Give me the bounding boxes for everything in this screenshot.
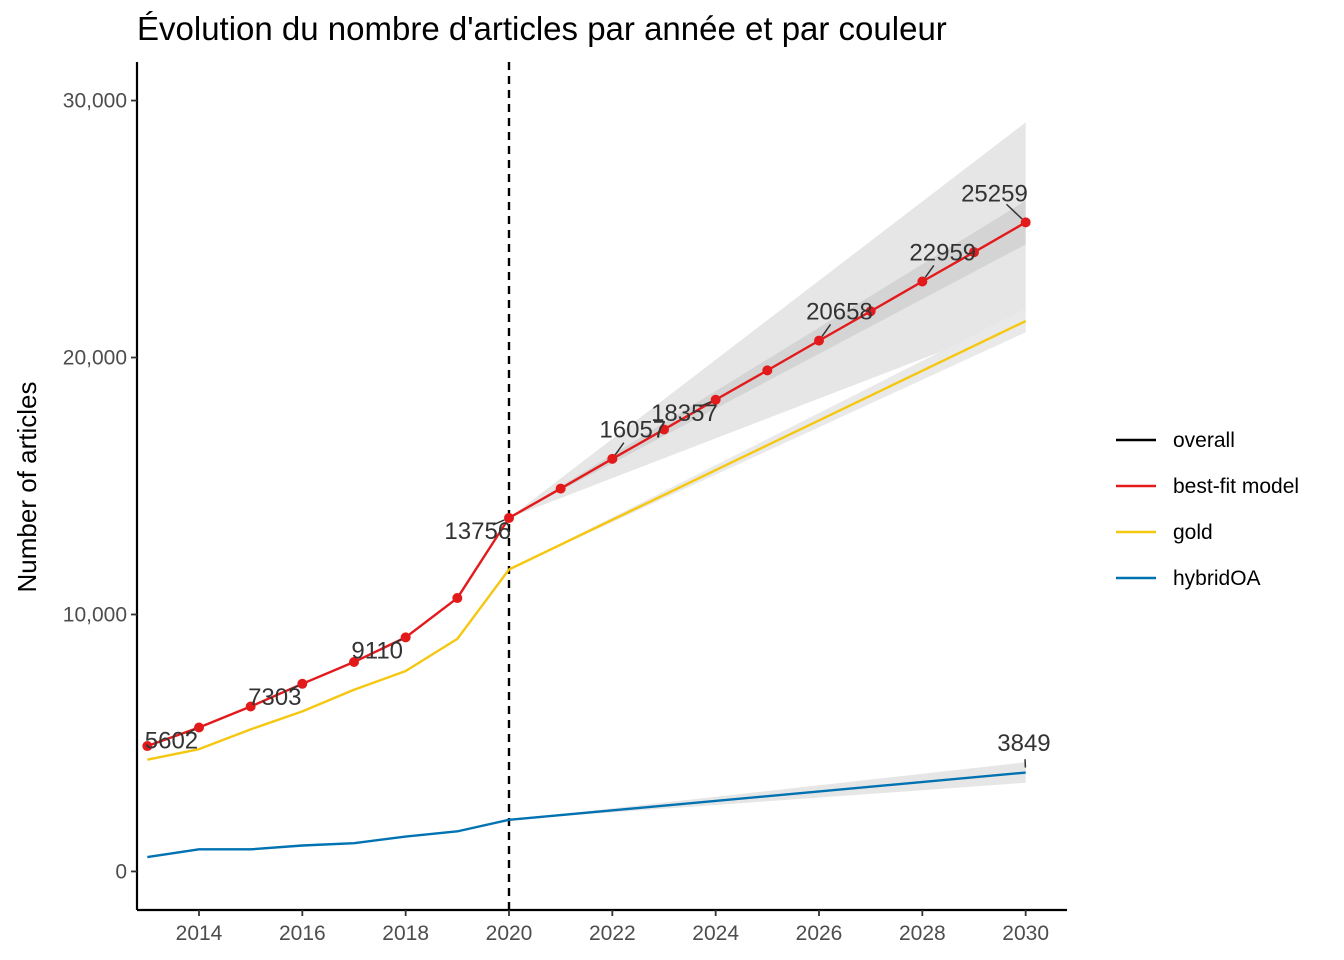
- chart-title: Évolution du nombre d'articles par année…: [137, 10, 947, 47]
- point-best-fit-model-2016: [297, 678, 308, 689]
- label-leader-18357: [699, 401, 712, 408]
- point-best-fit-model-2026: [814, 335, 824, 346]
- point-best-fit-model-2030: [1020, 217, 1031, 228]
- ribbon-0: [509, 122, 1026, 518]
- point-best-fit-model-2013: [142, 741, 153, 752]
- point-best-fit-model-2014: [194, 722, 204, 733]
- label-leader-22959: [924, 264, 935, 278]
- label-leader-16057: [614, 442, 625, 456]
- data-label-13756: 13756: [444, 518, 511, 545]
- point-best-fit-model-2022: [607, 453, 618, 464]
- x-tick-label-2014: 2014: [176, 922, 223, 945]
- legend-label-gold: gold: [1173, 521, 1213, 544]
- series-line-hybridoa: [147, 771, 1026, 859]
- y-tick-label-20000: 20,000: [63, 347, 127, 370]
- label-leader-25259: [1005, 203, 1023, 220]
- y-tick-label-30000: 30,000: [63, 90, 127, 113]
- x-tick-label-2028: 2028: [899, 922, 946, 945]
- ribbon-2: [509, 308, 1026, 570]
- point-best-fit-model-2020: [504, 512, 514, 523]
- x-tick-label-2022: 2022: [589, 922, 636, 945]
- legend-label-best-fit-model: best-fit model: [1173, 475, 1299, 498]
- data-label-22959: 22959: [909, 239, 976, 266]
- legend: overall best-fit model gold hybridOA: [1116, 429, 1299, 590]
- data-label-16057: 16057: [599, 417, 666, 444]
- point-best-fit-model-2024: [710, 394, 721, 405]
- point-best-fit-model-2015: [245, 701, 256, 712]
- series-line-gold: [147, 319, 1027, 761]
- data-label-20658: 20658: [806, 298, 873, 325]
- point-best-fit-model-2017: [349, 657, 359, 668]
- y-tick-label-10000: 10,000: [63, 603, 127, 626]
- label-leader-20658: [821, 324, 832, 337]
- point-best-fit-model-2019: [452, 593, 463, 604]
- ribbon-3: [509, 762, 1026, 820]
- ribbon-1: [509, 200, 1026, 518]
- point-best-fit-model-2018: [400, 632, 411, 643]
- x-tick-label-2030: 2030: [1002, 922, 1049, 945]
- y-tick-label-0: 0: [115, 860, 127, 883]
- data-label-3849: 3849: [997, 730, 1050, 757]
- x-tick-label-2026: 2026: [796, 922, 843, 945]
- data-label-18357: 18357: [651, 400, 718, 427]
- y-axis-title: Number of articles: [12, 382, 42, 593]
- point-best-fit-model-2021: [555, 483, 566, 494]
- point-best-fit-model-2023: [659, 424, 669, 435]
- x-tick-label-2016: 2016: [279, 922, 326, 945]
- label-leader-7303: [289, 685, 299, 691]
- label-leader-5602: [185, 728, 195, 735]
- data-label-25259: 25259: [961, 180, 1028, 207]
- data-label-5602: 5602: [145, 728, 198, 755]
- legend-label-hybridoa: hybridOA: [1173, 567, 1261, 590]
- legend-label-overall: overall: [1173, 429, 1235, 452]
- x-tick-label-2024: 2024: [692, 922, 739, 945]
- label-leader-13756: [492, 519, 505, 526]
- point-best-fit-model-2025: [762, 365, 773, 376]
- x-tick-label-2020: 2020: [486, 922, 533, 945]
- point-best-fit-model-2027: [865, 306, 876, 317]
- x-tick-label-2018: 2018: [382, 922, 429, 945]
- label-leader-9110: [392, 638, 402, 645]
- point-best-fit-model-2029: [969, 247, 979, 258]
- data-label-9110: 9110: [351, 637, 403, 664]
- point-best-fit-model-2028: [917, 276, 928, 287]
- data-label-7303: 7303: [248, 684, 301, 711]
